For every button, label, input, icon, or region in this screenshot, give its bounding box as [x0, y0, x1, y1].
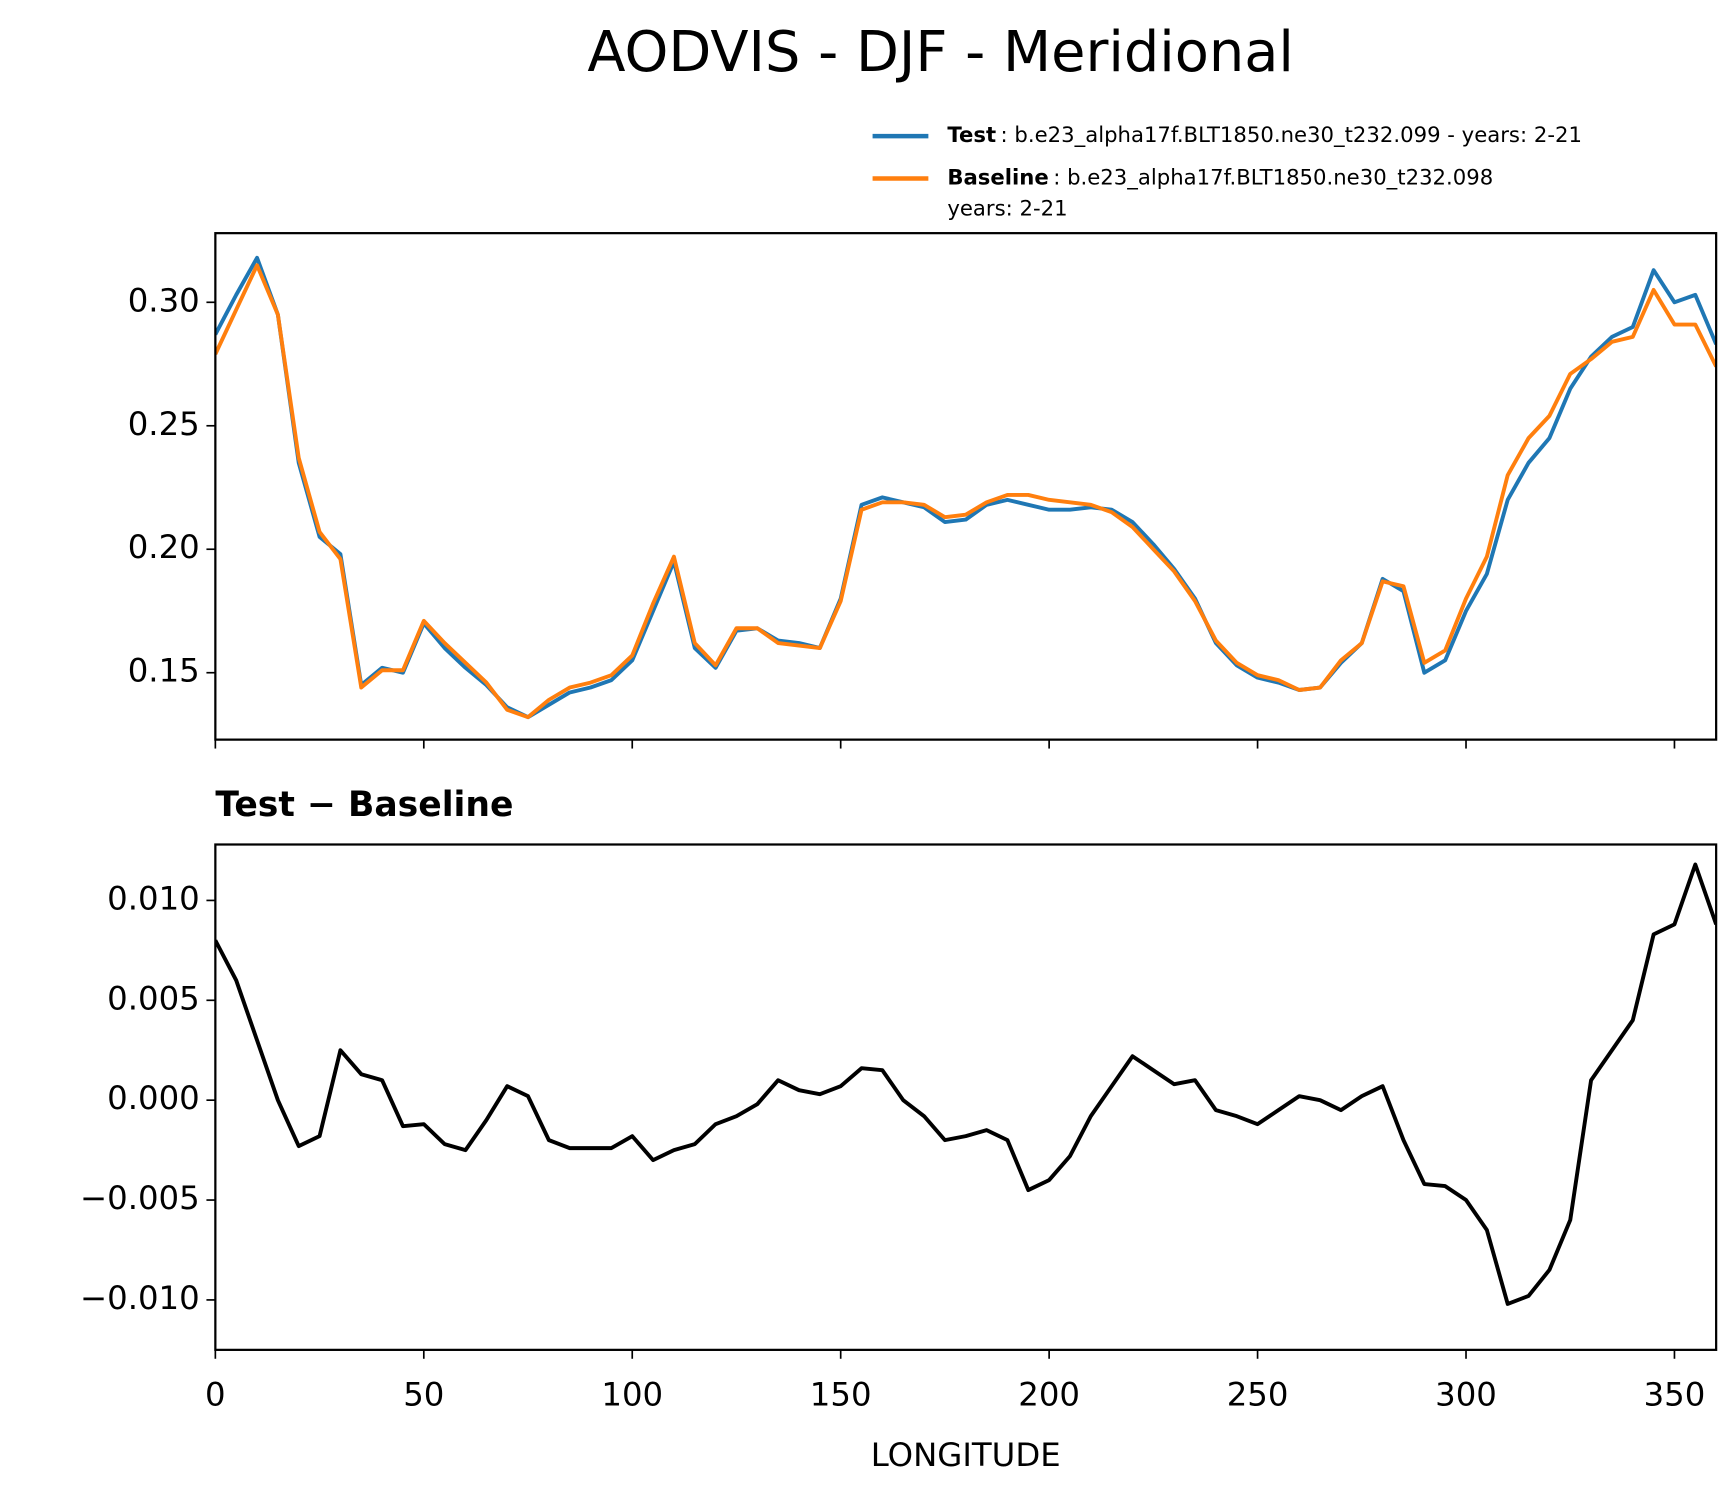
legend-name: Test	[947, 122, 996, 147]
x-tick-label: 50	[403, 1376, 444, 1414]
y-tick-label: 0.000	[107, 1079, 200, 1117]
data-line	[215, 862, 1717, 1306]
data-line	[215, 263, 1717, 720]
legend-description: years: 2-21	[947, 196, 1067, 221]
axes-frame	[214, 232, 1718, 741]
legend-name: Baseline	[947, 164, 1048, 189]
y-tick-label: 0.30	[128, 281, 200, 319]
axes-frame	[214, 843, 1718, 1351]
y-tick-label: 0.25	[128, 405, 200, 443]
x-tick-label: 250	[1227, 1376, 1289, 1414]
legend-label: Test: b.e23_alpha17f.BLT1850.ne30_t232.0…	[947, 122, 1582, 147]
x-tick-label: 200	[1018, 1376, 1080, 1414]
x-tick-label: 350	[1644, 1376, 1706, 1414]
x-tick-label: 300	[1435, 1376, 1497, 1414]
x-tick-label: 0	[205, 1376, 226, 1414]
x-tick-label: 100	[601, 1376, 663, 1414]
x-axis-label: LONGITUDE	[871, 1436, 1061, 1474]
x-tick-label: 150	[810, 1376, 872, 1414]
figure-title: AODVIS - DJF - Meridional	[587, 20, 1294, 85]
subplot-title: Test − Baseline	[215, 785, 513, 825]
legend-description: : b.e23_alpha17f.BLT1850.ne30_t232.099 -…	[1001, 122, 1582, 147]
legend-description: : b.e23_alpha17f.BLT1850.ne30_t232.098	[1053, 164, 1493, 189]
y-tick-label: 0.15	[128, 652, 200, 690]
data-line	[215, 255, 1717, 720]
y-tick-label: −0.010	[80, 1279, 200, 1317]
y-tick-label: 0.005	[107, 979, 200, 1017]
legend-label: Baseline: b.e23_alpha17f.BLT1850.ne30_t2…	[947, 164, 1493, 220]
y-tick-label: −0.005	[80, 1179, 200, 1217]
y-tick-label: 0.010	[107, 879, 200, 917]
y-tick-label: 0.20	[128, 528, 200, 566]
